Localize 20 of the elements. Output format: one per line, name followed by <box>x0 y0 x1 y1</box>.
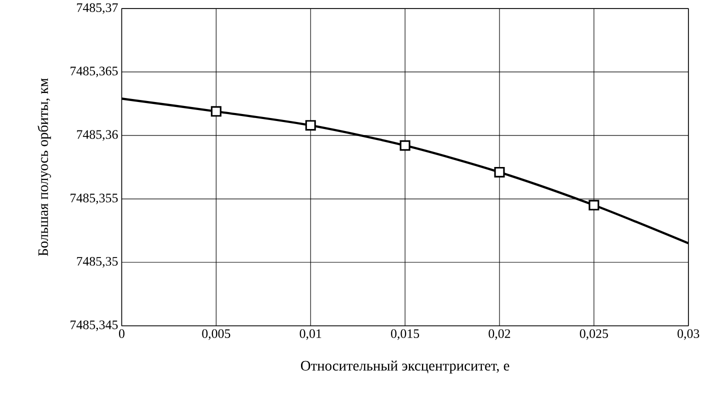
point <box>494 167 505 178</box>
y-tick-label: 7485,365 <box>70 66 118 78</box>
x-tick-label: 0,02 <box>488 329 510 340</box>
y-tick-label: 7485,355 <box>70 194 118 204</box>
x-tick-label: 0,03 <box>678 329 700 340</box>
x-tick-label: 0,015 <box>391 329 420 340</box>
point <box>588 200 600 211</box>
point <box>210 106 222 117</box>
y-tick-label: 7485,35 <box>77 257 118 268</box>
x-tick-label: 0 <box>118 329 124 338</box>
point <box>305 120 316 131</box>
y-tick-label: 7485,37 <box>77 4 118 14</box>
x-axis-title: Относительный эксцентриситет, e <box>300 360 510 374</box>
y-tick-label: 7485,36 <box>77 130 118 141</box>
x-tick-label: 0,025 <box>580 329 608 340</box>
point <box>400 140 410 151</box>
x-tick-label: 0,005 <box>202 329 230 340</box>
x-tick-label: 0,01 <box>300 329 322 340</box>
y-axis-title: Большая полуось орбиты, км <box>38 78 52 256</box>
y-tick-label: 7485,345 <box>70 320 118 332</box>
